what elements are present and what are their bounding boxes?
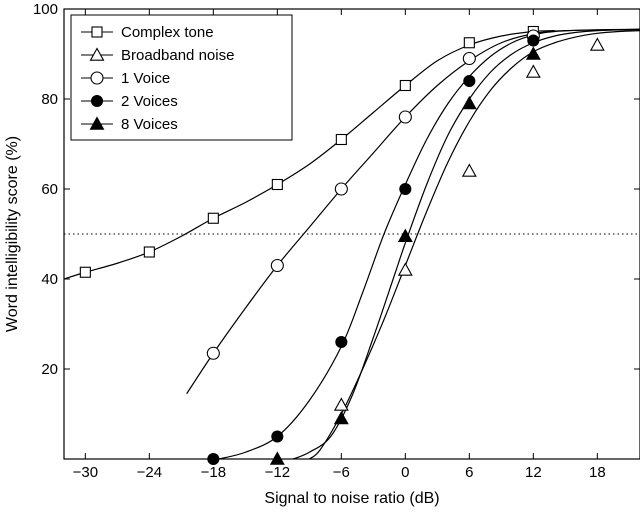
point-1-voice — [462, 51, 476, 66]
point-broadband-noise — [333, 397, 349, 411]
point-1-voice — [398, 110, 412, 124]
legend-label-2-voices: 2 Voices — [121, 93, 178, 110]
point-2-voices — [463, 74, 476, 88]
curve-broadband-noise — [308, 30, 640, 459]
x-tick-label: 12 — [525, 464, 542, 481]
curve-complex-tone — [64, 30, 555, 280]
y-tick-label: 20 — [41, 361, 58, 378]
point-complex-tone — [399, 79, 411, 92]
point-2-voices — [335, 335, 348, 349]
legend-marker-8-voices — [89, 116, 105, 130]
point-2-voices — [527, 34, 540, 47]
point-1-voice — [334, 182, 348, 196]
point-8-voices — [333, 410, 349, 425]
y-tick-label: 40 — [41, 271, 58, 288]
point-complex-tone — [271, 178, 283, 191]
data-markers — [79, 25, 605, 466]
point-broadband-noise — [589, 37, 605, 51]
y-tick-label: 80 — [41, 91, 58, 108]
point-broadband-noise — [397, 262, 413, 276]
x-tick-label: −18 — [201, 464, 226, 481]
point-2-voices — [399, 182, 412, 196]
y-tick-label: 60 — [41, 181, 58, 198]
legend-label-broadband-noise: Broadband noise — [121, 47, 234, 64]
legend-marker-broadband-noise — [89, 47, 105, 61]
point-8-voices — [525, 46, 541, 60]
legend-marker-1-voice — [90, 71, 104, 85]
x-tick-label: −12 — [265, 464, 290, 481]
x-tick-label: −24 — [137, 464, 162, 481]
point-broadband-noise — [461, 163, 477, 177]
point-8-voices — [461, 95, 477, 110]
point-complex-tone — [143, 246, 155, 258]
y-axis-label: Word intelligibility score (%) — [4, 136, 21, 332]
point-complex-tone — [335, 133, 347, 146]
point-1-voice — [270, 258, 284, 273]
point-complex-tone — [207, 212, 219, 224]
y-tick-label: 100 — [33, 1, 58, 18]
point-2-voices — [271, 430, 284, 443]
legend-label-8-voices: 8 Voices — [121, 116, 178, 133]
legend-marker-2-voices — [90, 94, 104, 108]
x-tick-label: −6 — [333, 464, 350, 481]
legend-label-complex-tone: Complex tone — [121, 24, 214, 41]
x-tick-label: 0 — [401, 464, 409, 481]
legend-label-1-voice: 1 Voice — [121, 70, 170, 87]
point-1-voice — [206, 346, 220, 360]
point-8-voices — [397, 228, 413, 242]
legend-marker-complex-tone — [91, 26, 103, 38]
point-complex-tone — [463, 37, 475, 49]
point-broadband-noise — [525, 64, 541, 78]
x-tick-label: 18 — [589, 464, 606, 481]
x-axis-label: Signal to noise ratio (dB) — [264, 490, 439, 507]
x-tick-label: 6 — [465, 464, 473, 481]
plot-frame — [63, 8, 640, 460]
point-complex-tone — [79, 266, 91, 278]
x-tick-label: −30 — [73, 464, 98, 481]
legend: Complex tone Broadband noise 1 Voice 2 Voic… — [70, 14, 293, 141]
